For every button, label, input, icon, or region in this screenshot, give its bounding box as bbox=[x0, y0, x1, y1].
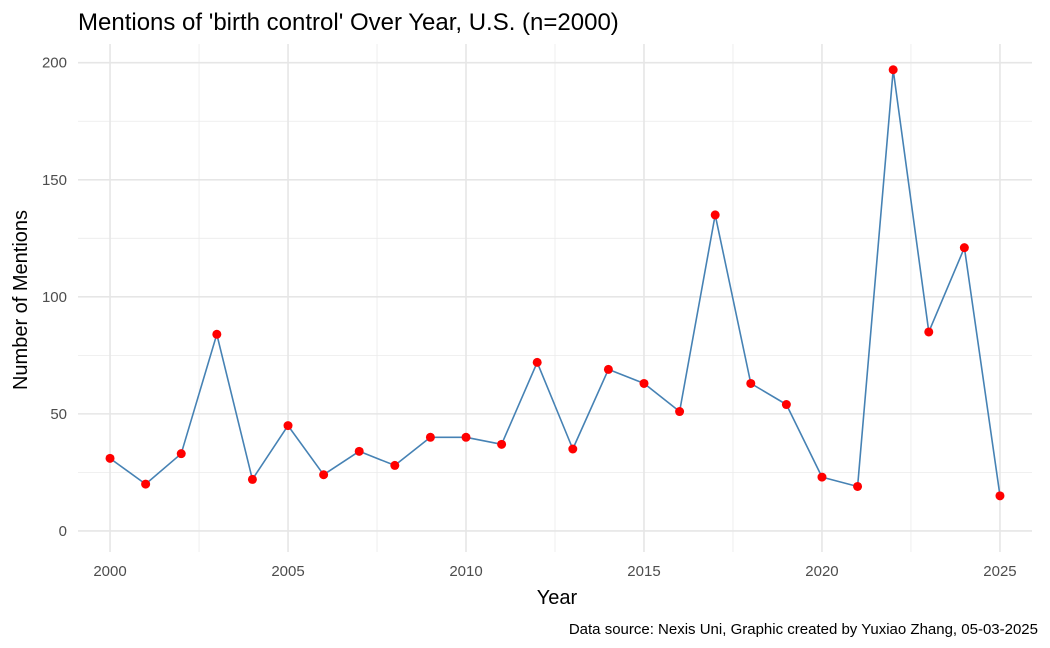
x-tick-label: 2000 bbox=[93, 563, 126, 580]
data-point bbox=[497, 439, 507, 449]
data-point bbox=[888, 65, 898, 75]
x-tick-label: 2025 bbox=[983, 563, 1016, 580]
y-tick-label: 100 bbox=[42, 289, 67, 306]
data-point bbox=[354, 446, 364, 456]
series-line bbox=[109, 69, 1001, 496]
data-point bbox=[781, 400, 791, 410]
data-point bbox=[247, 474, 257, 484]
x-axis-title: Year bbox=[537, 587, 578, 609]
x-tick-label: 2015 bbox=[627, 563, 660, 580]
y-tick-label: 0 bbox=[59, 523, 67, 540]
series-mentions bbox=[109, 69, 1001, 496]
chart-caption: Data source: Nexis Uni, Graphic created … bbox=[569, 621, 1038, 638]
y-tick-label: 150 bbox=[42, 172, 67, 189]
major-gridlines bbox=[78, 44, 1032, 552]
data-points bbox=[105, 65, 1005, 501]
y-axis-title: Number of Mentions bbox=[10, 210, 32, 390]
data-point bbox=[176, 449, 186, 459]
data-point bbox=[710, 210, 720, 220]
data-point bbox=[853, 481, 863, 491]
data-point bbox=[319, 470, 329, 480]
data-point bbox=[639, 378, 649, 388]
data-point bbox=[105, 453, 115, 463]
data-point bbox=[425, 432, 435, 442]
y-axis-ticks: 0 50 100 150 200 bbox=[42, 55, 67, 540]
data-point bbox=[212, 329, 222, 339]
data-point bbox=[141, 479, 151, 489]
data-point bbox=[675, 407, 685, 417]
data-point bbox=[746, 378, 756, 388]
x-tick-label: 2010 bbox=[449, 563, 482, 580]
y-tick-label: 50 bbox=[50, 406, 67, 423]
data-point bbox=[995, 491, 1005, 501]
data-point bbox=[283, 421, 293, 431]
data-point bbox=[817, 472, 827, 482]
y-tick-label: 200 bbox=[42, 55, 67, 72]
data-point bbox=[924, 327, 934, 337]
chart-title: Mentions of 'birth control' Over Year, U… bbox=[78, 9, 619, 36]
data-point bbox=[568, 444, 578, 454]
data-point bbox=[390, 460, 400, 470]
data-point bbox=[603, 364, 613, 374]
x-tick-label: 2020 bbox=[805, 563, 838, 580]
data-point bbox=[959, 243, 969, 253]
data-point bbox=[461, 432, 471, 442]
data-point bbox=[532, 357, 542, 367]
minor-gridlines bbox=[78, 44, 1032, 552]
x-tick-label: 2005 bbox=[271, 563, 304, 580]
x-axis-ticks: 2000 2005 2010 2015 2020 2025 bbox=[93, 563, 1016, 580]
